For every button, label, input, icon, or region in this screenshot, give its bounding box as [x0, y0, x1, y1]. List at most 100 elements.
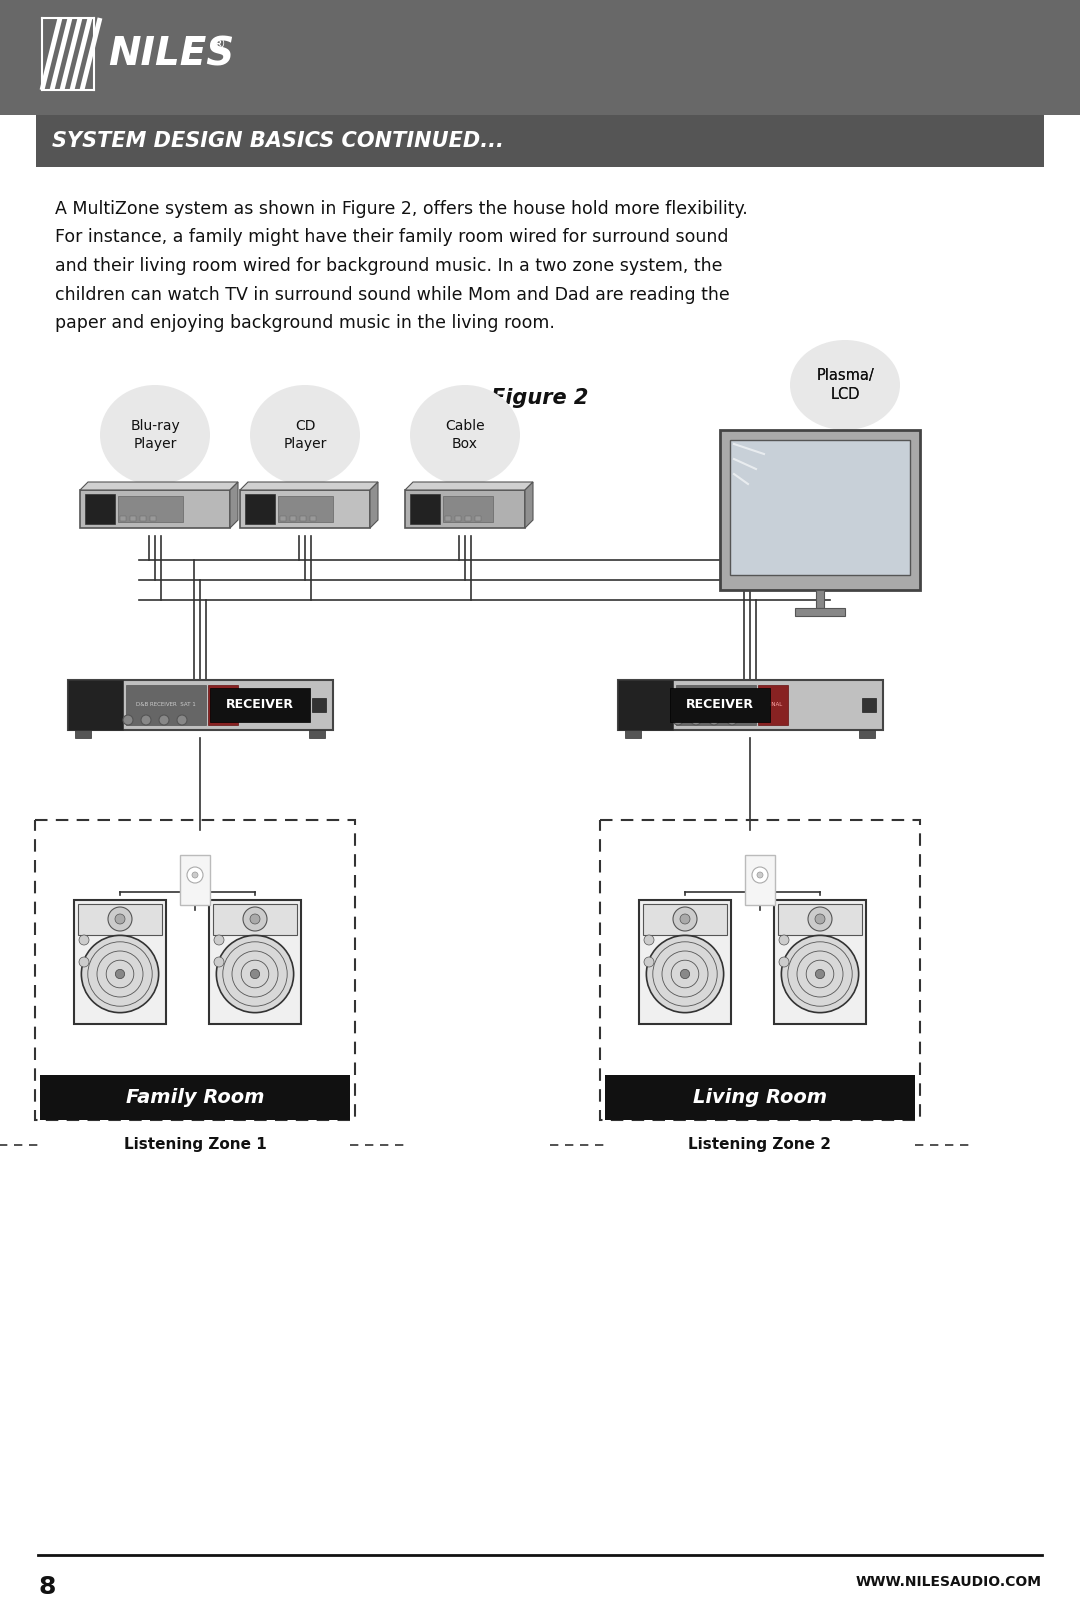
Circle shape [727, 715, 737, 725]
Bar [443, 497, 492, 522]
Bar [120, 516, 126, 521]
Bar [475, 516, 481, 521]
Bar [85, 493, 114, 524]
Circle shape [644, 934, 654, 945]
Bar [670, 688, 770, 722]
Circle shape [815, 969, 825, 979]
Polygon shape [80, 482, 238, 490]
Circle shape [177, 715, 187, 725]
Bar [68, 680, 123, 730]
Text: Plasma/
LCD: Plasma/ LCD [816, 369, 874, 402]
Bar [300, 516, 306, 521]
Bar [150, 516, 156, 521]
Text: SIGNAL: SIGNAL [762, 703, 783, 707]
Bar [310, 516, 316, 521]
Bar [410, 493, 440, 524]
Bar [213, 904, 297, 934]
Text: A MultiZone system as shown in Figure 2, offers the house hold more flexibility.: A MultiZone system as shown in Figure 2,… [55, 200, 747, 332]
Circle shape [159, 715, 168, 725]
Text: RECEIVER: RECEIVER [226, 698, 294, 712]
Text: SIGNAL: SIGNAL [213, 703, 233, 707]
Bar [730, 441, 910, 575]
Bar [625, 730, 642, 738]
Circle shape [673, 907, 697, 931]
Bar [795, 608, 845, 616]
Circle shape [243, 907, 267, 931]
Text: Living Room: Living Room [693, 1088, 827, 1107]
Circle shape [815, 913, 825, 925]
Circle shape [108, 907, 132, 931]
Circle shape [691, 715, 701, 725]
Bar [140, 516, 146, 521]
Bar [445, 516, 451, 521]
Polygon shape [230, 482, 238, 529]
Circle shape [673, 715, 683, 725]
Bar [245, 493, 275, 524]
Bar [600, 819, 920, 1119]
Text: CD
Player: CD Player [283, 420, 326, 450]
Bar [130, 516, 136, 521]
Text: Listening Zone 2: Listening Zone 2 [689, 1137, 832, 1153]
Circle shape [123, 715, 133, 725]
Bar [639, 901, 731, 1024]
Text: RECEIVER: RECEIVER [686, 698, 754, 712]
Bar [465, 516, 471, 521]
Circle shape [141, 715, 151, 725]
Bar [774, 901, 866, 1024]
Bar [291, 516, 296, 521]
Circle shape [644, 957, 654, 968]
Text: ®: ® [211, 37, 226, 51]
Circle shape [114, 913, 125, 925]
Circle shape [187, 867, 203, 883]
Polygon shape [405, 482, 534, 490]
Polygon shape [370, 482, 378, 529]
Text: WWW.NILESAUDIO.COM: WWW.NILESAUDIO.COM [856, 1575, 1042, 1589]
Circle shape [251, 969, 259, 979]
Text: Blu-ray
Player: Blu-ray Player [130, 420, 180, 450]
Text: Figure 2: Figure 2 [491, 388, 589, 407]
Circle shape [192, 872, 198, 878]
Bar [455, 516, 461, 521]
Bar [605, 1075, 915, 1119]
Bar [405, 490, 525, 529]
Polygon shape [240, 482, 378, 490]
Circle shape [680, 969, 690, 979]
Bar [720, 430, 920, 589]
Polygon shape [525, 482, 534, 529]
Bar [758, 685, 788, 725]
Circle shape [680, 913, 690, 925]
Circle shape [646, 936, 724, 1012]
Bar [618, 680, 673, 730]
Bar [210, 688, 310, 722]
Bar [75, 901, 166, 1024]
Bar [862, 698, 876, 712]
Bar [0, 0, 1080, 115]
Circle shape [781, 936, 859, 1012]
Bar [816, 589, 824, 608]
Bar [118, 497, 183, 522]
Circle shape [214, 957, 224, 968]
Bar [75, 730, 91, 738]
Bar [126, 685, 206, 725]
Text: 8: 8 [38, 1575, 55, 1597]
Circle shape [779, 957, 789, 968]
Bar [78, 904, 162, 934]
Text: NILES: NILES [108, 35, 234, 73]
Circle shape [708, 715, 719, 725]
Text: D&B RECEIVER  SAT 1: D&B RECEIVER SAT 1 [136, 703, 195, 707]
Bar [35, 819, 355, 1119]
Bar [312, 698, 326, 712]
Bar [68, 680, 333, 730]
Circle shape [808, 907, 832, 931]
Bar [643, 904, 727, 934]
Text: Cable
Box: Cable Box [445, 420, 485, 450]
Circle shape [216, 936, 294, 1012]
Ellipse shape [249, 385, 360, 485]
Bar [80, 490, 230, 529]
Bar [676, 685, 756, 725]
Bar [309, 730, 325, 738]
Bar [859, 730, 875, 738]
Circle shape [779, 934, 789, 945]
Circle shape [752, 867, 768, 883]
Bar [278, 497, 333, 522]
